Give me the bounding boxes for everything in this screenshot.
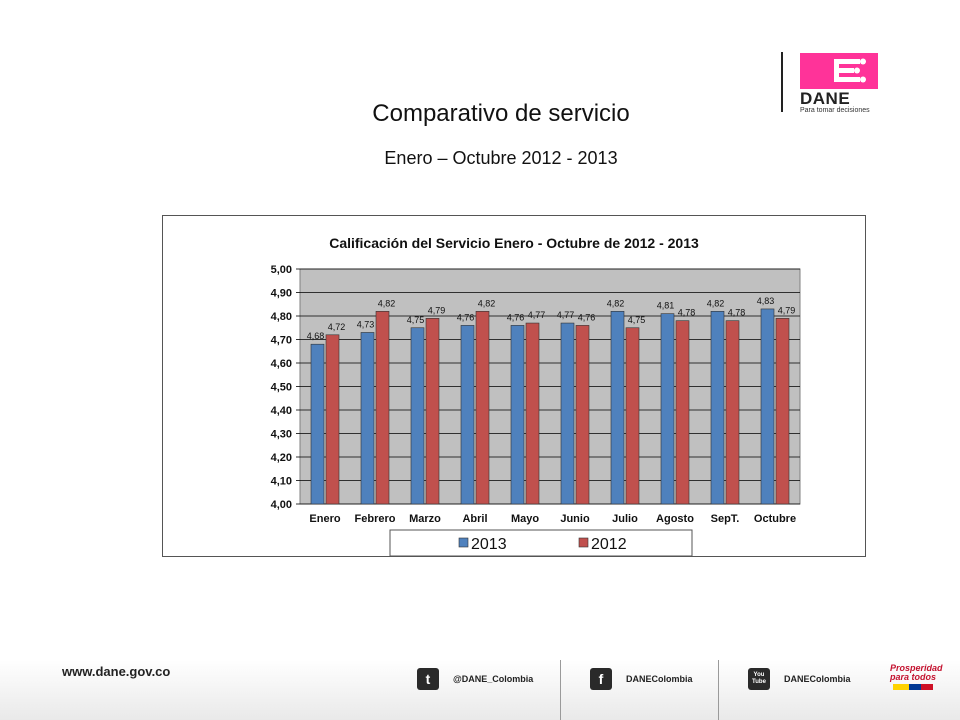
- bar-2012-Febrero: [375, 311, 390, 505]
- x-tick-label: Marzo: [409, 513, 441, 525]
- youtube-icon: You Tube: [748, 668, 770, 690]
- y-tick-label: 4,00: [271, 499, 292, 511]
- twitter-handle: @DANE_Colombia: [453, 674, 534, 684]
- legend-label-2013: 2013: [471, 536, 507, 553]
- bar-2012-Marzo: [425, 318, 440, 505]
- bar-2013-Marzo: [410, 327, 425, 505]
- y-tick-label: 4,60: [271, 358, 292, 370]
- bar-2012-Julio: [625, 327, 640, 505]
- data-label: 4,75: [628, 315, 646, 325]
- bar-2012-Octubre: [775, 318, 790, 505]
- bar-2012-Agosto: [675, 320, 690, 505]
- data-label: 4,77: [557, 310, 575, 320]
- facebook-link[interactable]: f DANEColombia: [590, 668, 693, 690]
- data-label: 4,83: [757, 296, 775, 306]
- data-label: 4,73: [357, 319, 375, 329]
- youtube-handle: DANEColombia: [784, 674, 851, 684]
- dane-logo-mark: [800, 53, 878, 89]
- slide-subtitle: Enero – Octubre 2012 - 2013: [384, 148, 618, 168]
- bar-2012-Junio: [575, 325, 590, 505]
- data-label: 4,76: [457, 312, 475, 322]
- logo-text: DANE: [800, 89, 851, 108]
- facebook-icon: f: [590, 668, 612, 690]
- prosperidad-logo: Prosperidad para todos: [890, 664, 943, 682]
- bar-2013-Agosto: [660, 313, 675, 505]
- data-label: 4,72: [328, 322, 346, 332]
- y-tick-label: 4,10: [271, 476, 292, 488]
- x-tick-label: Agosto: [656, 513, 694, 525]
- x-tick-label: Febrero: [355, 513, 396, 525]
- dane-logo[interactable]: DANE Para tomar decisiones: [800, 53, 878, 115]
- data-label: 4,82: [478, 298, 496, 308]
- data-label: 4,82: [378, 298, 396, 308]
- data-label: 4,68: [307, 331, 325, 341]
- bar-chart: Calificación del Servicio Enero - Octubr…: [271, 235, 801, 556]
- data-label: 4,75: [407, 315, 425, 325]
- data-label: 4,81: [657, 301, 675, 311]
- footer-divider: [560, 660, 561, 720]
- y-tick-label: 4,30: [271, 429, 292, 441]
- data-label: 4,78: [728, 308, 746, 318]
- y-tick-label: 4,20: [271, 452, 292, 464]
- legend-label-2012: 2012: [591, 536, 627, 553]
- data-label: 4,78: [678, 308, 696, 318]
- y-tick-label: 5,00: [271, 264, 292, 276]
- footer-background: [0, 660, 960, 720]
- bar-2013-Octubre: [760, 308, 775, 505]
- bar-2013-Mayo: [510, 325, 525, 505]
- x-tick-label: Mayo: [511, 513, 539, 525]
- facebook-handle: DANEColombia: [626, 674, 693, 684]
- data-label: 4,82: [707, 298, 725, 308]
- data-label: 4,79: [778, 305, 796, 315]
- bar-2012-Abril: [475, 311, 490, 505]
- dane-e-glyph: [834, 58, 866, 83]
- logo-divider: [781, 52, 783, 112]
- data-label: 4,76: [507, 312, 525, 322]
- chart-frame: Calificación del Servicio Enero - Octubr…: [162, 215, 866, 557]
- prosperidad-line2: para todos: [890, 672, 937, 682]
- bar-2012-Enero: [325, 334, 340, 505]
- bar-2012-Mayo: [525, 322, 540, 505]
- bar-2013-Febrero: [360, 332, 375, 505]
- logo-tagline: Para tomar decisiones: [800, 107, 870, 114]
- x-tick-label: Abril: [462, 513, 487, 525]
- x-tick-label: Enero: [309, 513, 340, 525]
- footer-divider: [718, 660, 719, 720]
- data-label: 4,82: [607, 298, 625, 308]
- bar-2013-Julio: [610, 311, 625, 505]
- x-tick-label: Octubre: [754, 513, 796, 525]
- legend-box: [389, 529, 693, 556]
- bar-2012-SepT.: [725, 320, 740, 505]
- y-tick-label: 4,80: [271, 311, 292, 323]
- bar-2013-Abril: [460, 325, 475, 505]
- legend-swatch-2013: [458, 537, 469, 548]
- legend-swatch-2012: [578, 537, 589, 548]
- slide-title: Comparativo de servicio: [372, 100, 630, 127]
- bar-2013-Junio: [560, 322, 575, 505]
- y-tick-label: 4,50: [271, 382, 292, 394]
- website-url[interactable]: www.dane.gov.co: [62, 664, 171, 679]
- bar-2013-SepT.: [710, 311, 725, 505]
- x-tick-label: SepT.: [711, 513, 740, 525]
- x-tick-label: Julio: [612, 513, 638, 525]
- chart-title: Calificación del Servicio Enero - Octubr…: [329, 235, 699, 251]
- x-tick-label: Junio: [560, 513, 590, 525]
- youtube-link[interactable]: You Tube DANEColombia: [748, 668, 851, 690]
- y-tick-label: 4,70: [271, 335, 292, 347]
- prosperidad-line1: Prosperidad: [890, 663, 943, 673]
- y-tick-label: 4,90: [271, 288, 292, 300]
- data-label: 4,79: [428, 305, 446, 315]
- bar-2013-Enero: [310, 343, 325, 505]
- twitter-link[interactable]: t @DANE_Colombia: [417, 668, 533, 690]
- twitter-icon: t: [417, 668, 439, 690]
- data-label: 4,77: [528, 310, 546, 320]
- colombia-flag-icon: [893, 684, 933, 690]
- data-label: 4,76: [578, 312, 596, 322]
- y-tick-label: 4,40: [271, 405, 292, 417]
